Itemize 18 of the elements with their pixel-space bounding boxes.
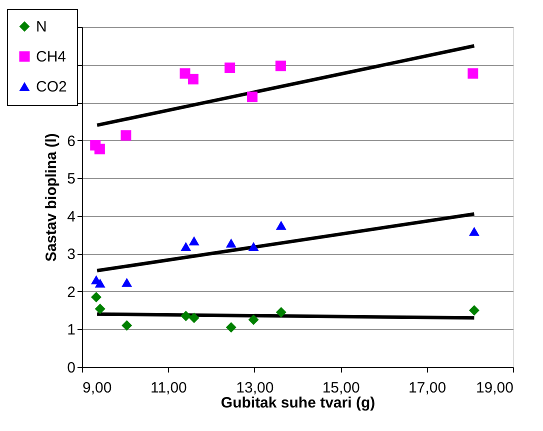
- x-tick-label: 17,00: [408, 380, 446, 396]
- legend-label: CH4: [36, 48, 66, 66]
- y-axis-title: Sastav bioplina (l): [43, 133, 60, 262]
- x-axis-title: Gubitak suhe tvari (g): [220, 394, 376, 412]
- x-tick-label: 11,00: [150, 380, 187, 396]
- x-tick-label: 19,00: [476, 380, 514, 396]
- x-tick-label: 9,00: [82, 380, 112, 396]
- x-tick-label: 13,00: [236, 380, 274, 396]
- y-tick-label: 2: [67, 284, 76, 301]
- y-tick-label: 6: [67, 132, 76, 150]
- y-tick-label: 5: [67, 170, 76, 188]
- y-tick-label: 0: [67, 360, 76, 376]
- legend-label: CO2: [36, 78, 67, 96]
- legend-label: N: [36, 18, 47, 36]
- y-tick-label: 1: [67, 322, 76, 339]
- x-tick-label: 15,00: [322, 380, 360, 396]
- y-tick-label: 4: [67, 208, 76, 226]
- y-tick-label: 3: [67, 246, 76, 264]
